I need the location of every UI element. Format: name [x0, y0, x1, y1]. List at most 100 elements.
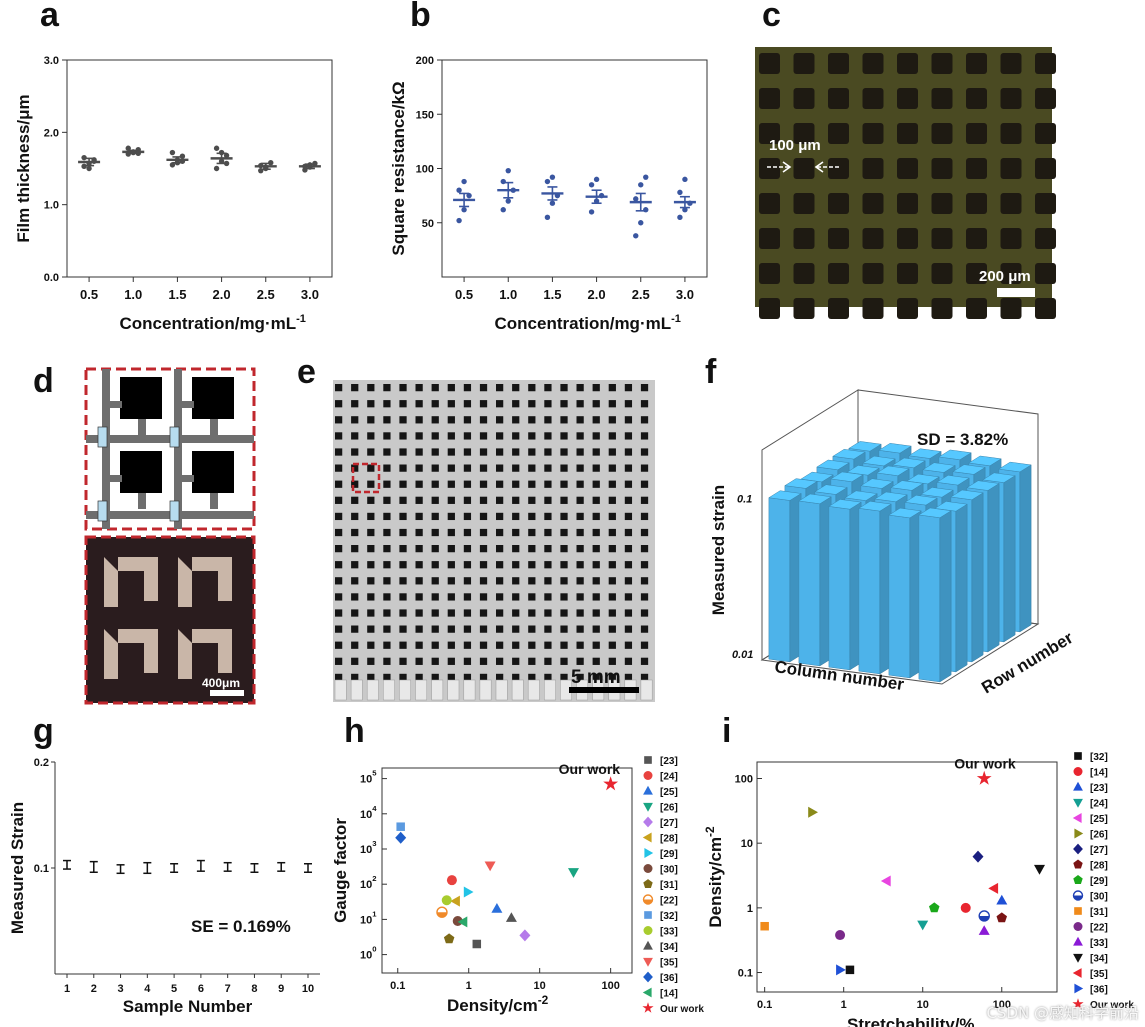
sensor-cell [415, 528, 423, 537]
data-point [929, 902, 940, 913]
sensor-cell [592, 448, 600, 456]
sensor-cell [560, 448, 568, 456]
sensor-cell [431, 432, 439, 440]
sensor-cell [463, 384, 472, 392]
sensor-cell [544, 528, 552, 537]
data-point [258, 167, 264, 174]
legend-label: [22] [1090, 923, 1108, 934]
sensor-cell [544, 448, 552, 456]
data-point [988, 882, 999, 894]
square-cell [966, 228, 987, 249]
sensor-cell [367, 400, 375, 408]
bottom-lead [399, 679, 411, 701]
x-tick-label: 5 [171, 983, 177, 995]
sensor-cell [592, 625, 600, 633]
legend-label: [34] [1090, 954, 1108, 965]
sensor-cell [399, 641, 407, 649]
y-tick-label: 0.01 [732, 649, 753, 661]
data-point [135, 150, 141, 157]
bar-top [862, 455, 896, 467]
y-tick-label: 105 [360, 769, 377, 786]
sensor-cell [576, 512, 584, 521]
data-point [461, 207, 467, 213]
x-tick-label: 10 [302, 983, 314, 995]
legend-marker [643, 816, 653, 828]
sensor-cell [544, 384, 552, 392]
sensor-cell [576, 496, 584, 504]
plot-frame [756, 761, 1058, 993]
bottom-lead [383, 679, 395, 701]
wire [138, 419, 146, 435]
scale-bar [569, 687, 639, 693]
sensor-cell [479, 561, 488, 569]
electrode-pad [192, 451, 234, 493]
sensor-cell [496, 480, 504, 488]
sensor-cell [576, 416, 584, 424]
legend-marker [643, 971, 653, 983]
sensor-cell [528, 593, 536, 601]
sensor-cell [496, 432, 504, 440]
sensor-cell [576, 400, 584, 408]
y-tick-label: 1.0 [44, 200, 59, 212]
data-point [223, 152, 230, 159]
sensor-cell [431, 593, 439, 601]
sensor-cell [576, 561, 584, 569]
sensor-cell [367, 432, 375, 440]
sensor-cell [335, 577, 343, 585]
sensor-cell [415, 512, 423, 521]
y-tick-label: 0.1 [737, 494, 752, 506]
sensor-cell [335, 416, 343, 424]
sensor-cell [640, 432, 649, 440]
chart-g: 0.1 0.2 1 2 3 4 5 6 7 8 9 10 Sample Number Measured S… [0, 750, 340, 1020]
bar-top [920, 487, 954, 498]
x-axis-title: Stretchability/% [847, 1015, 975, 1027]
sensor-cell [496, 384, 504, 392]
bar [798, 500, 821, 667]
sensor-cell [351, 432, 359, 440]
sensor-cell [528, 448, 536, 456]
y-tick-label: 1 [747, 903, 753, 915]
y-tick-label: 150 [416, 109, 434, 121]
sensor-cell [399, 496, 407, 504]
sensor-cell [463, 464, 472, 472]
sensor-cell [415, 432, 423, 440]
square-cell [793, 53, 815, 74]
legend-marker [1073, 859, 1083, 869]
sensor-cell [431, 496, 439, 504]
bottom-lead [415, 679, 428, 701]
data-point [544, 178, 551, 185]
sensor-cell [544, 416, 552, 424]
sensor-cell [576, 625, 584, 633]
sensor-cell [544, 673, 552, 682]
square-cell [966, 263, 987, 284]
sensor-cell [351, 625, 359, 633]
sensor-cell [399, 480, 407, 488]
sensor-cell [415, 673, 423, 682]
sensor-cell [351, 400, 359, 408]
data-point [976, 770, 992, 785]
sensor-cell [576, 480, 584, 488]
sensor-cell [479, 577, 488, 585]
legend-label: [36] [1090, 985, 1108, 996]
bar-top [918, 507, 952, 518]
sensor-cell [640, 448, 649, 456]
sensor-cell [496, 609, 504, 617]
sensor-cell [576, 384, 584, 392]
sensor-cell [431, 673, 439, 682]
sensor-cell [592, 528, 600, 537]
y-tick-label: 100 [360, 945, 377, 962]
sensor-cell [463, 561, 472, 569]
via [169, 426, 180, 448]
bar-top [922, 462, 956, 473]
legend-label: [22] [660, 896, 678, 907]
sensor-cell [335, 545, 343, 553]
sensor-cell [560, 528, 568, 537]
sensor-cell [383, 464, 391, 472]
sensor-cell [624, 657, 633, 665]
sensor-cell [496, 561, 504, 569]
square-cell [966, 193, 987, 214]
sensor-cell [624, 528, 633, 537]
data-point [682, 176, 688, 183]
legend-label: [14] [660, 989, 678, 1000]
annotation: SE = 0.169% [191, 917, 291, 936]
